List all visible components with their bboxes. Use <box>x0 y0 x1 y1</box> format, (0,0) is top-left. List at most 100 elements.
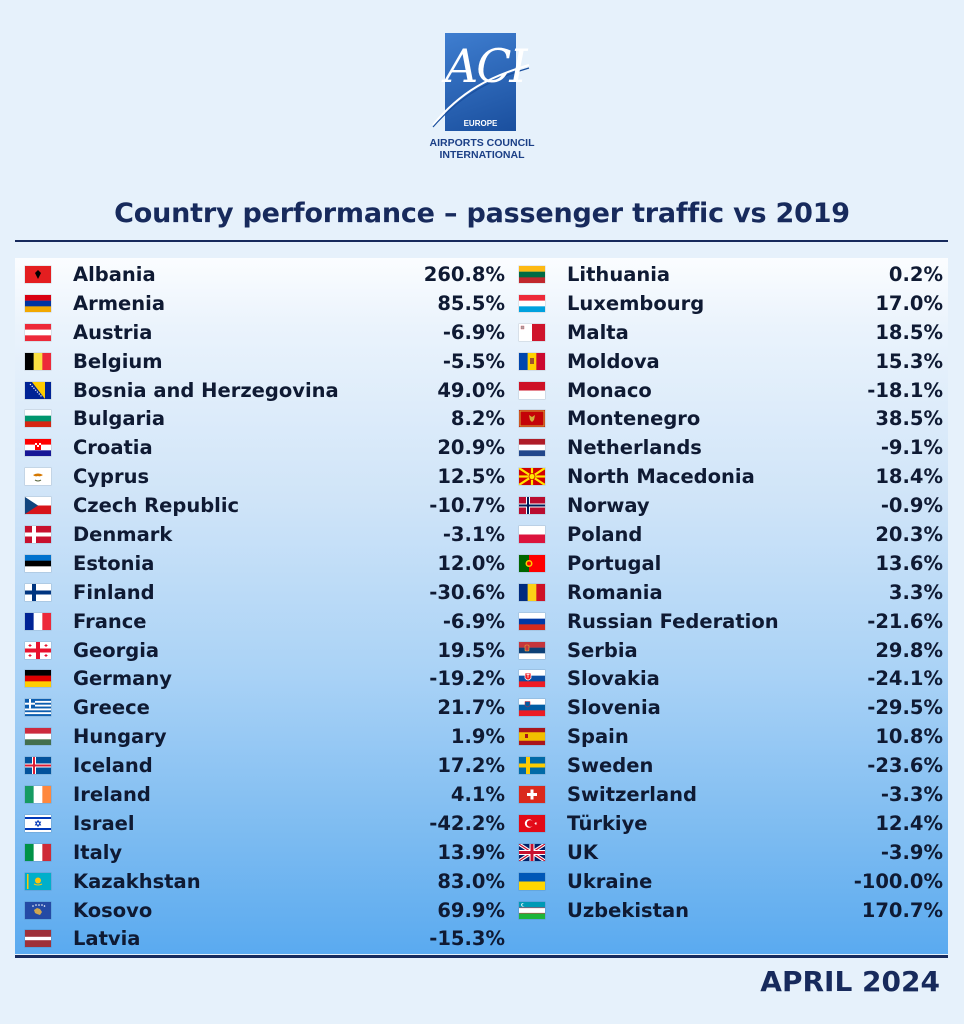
country-name: Greece <box>73 696 150 720</box>
traffic-change-value: -15.3% <box>429 927 505 951</box>
country-name: Romania <box>567 580 663 604</box>
monaco-flag-icon <box>519 381 545 399</box>
right-country-list: Lithuania 0.2% Luxembourg 17.0% Malta 18.5% Mo… <box>519 260 943 924</box>
country-name: Uzbekistan <box>567 898 689 922</box>
country-name: Moldova <box>567 349 660 373</box>
country-name: Belgium <box>73 349 163 373</box>
traffic-change-value: 15.3% <box>875 349 943 373</box>
list-item: UK -3.9% <box>519 838 943 867</box>
germany-flag-icon <box>25 670 51 688</box>
page-title: Country performance – passenger traffic … <box>114 198 850 229</box>
list-item: Israel -42.2% <box>25 809 505 838</box>
logo-box <box>445 33 516 131</box>
north-macedonia-flag-icon <box>519 468 545 486</box>
country-name: Georgia <box>73 638 160 662</box>
traffic-change-value: 29.8% <box>875 638 943 662</box>
list-item: Italy 13.9% <box>25 838 505 867</box>
traffic-change-value: 20.3% <box>875 522 943 546</box>
list-item: Hungary 1.9% <box>25 722 505 751</box>
country-name: Netherlands <box>567 436 702 460</box>
poland-flag-icon <box>519 525 545 543</box>
czech-flag-icon <box>25 497 51 515</box>
traffic-change-value: 69.9% <box>437 898 505 922</box>
country-name: Montenegro <box>567 407 701 431</box>
armenia-flag-icon <box>25 294 51 312</box>
report-date: APRIL 2024 <box>760 965 940 998</box>
list-item: Sweden -23.6% <box>519 751 943 780</box>
country-name: Spain <box>567 725 629 749</box>
traffic-change-value: 12.0% <box>437 551 505 575</box>
traffic-change-value: 170.7% <box>861 898 943 922</box>
kazakhstan-flag-icon <box>25 872 51 890</box>
table-background-panel <box>15 258 948 954</box>
sweden-flag-icon <box>519 757 545 775</box>
country-name: Hungary <box>73 725 167 749</box>
traffic-change-value: -19.2% <box>429 667 505 691</box>
list-item: Romania 3.3% <box>519 578 943 607</box>
list-item: Finland -30.6% <box>25 578 505 607</box>
list-item: Ireland 4.1% <box>25 780 505 809</box>
aci-europe-logo: ACI EUROPE AIRPORTS COUNCIL INTERNATIONA… <box>430 33 535 168</box>
traffic-change-value: -3.9% <box>880 840 943 864</box>
traffic-change-value: -29.5% <box>867 696 943 720</box>
list-item: Switzerland -3.3% <box>519 780 943 809</box>
russia-flag-icon <box>519 612 545 630</box>
list-item: Montenegro 38.5% <box>519 404 943 433</box>
greece-flag-icon <box>25 699 51 717</box>
list-item: Netherlands -9.1% <box>519 433 943 462</box>
malta-flag-icon <box>519 323 545 341</box>
traffic-change-value: 18.5% <box>875 320 943 344</box>
traffic-change-value: -100.0% <box>853 869 943 893</box>
iceland-flag-icon <box>25 757 51 775</box>
traffic-change-value: 17.0% <box>875 291 943 315</box>
country-name: Finland <box>73 580 155 604</box>
uk-flag-icon <box>519 843 545 861</box>
list-item: Monaco -18.1% <box>519 376 943 405</box>
list-item: Slovakia -24.1% <box>519 664 943 693</box>
country-name: Armenia <box>73 291 165 315</box>
ukraine-flag-icon <box>519 872 545 890</box>
list-item: Greece 21.7% <box>25 693 505 722</box>
traffic-change-value: 38.5% <box>875 407 943 431</box>
title-divider <box>15 240 948 242</box>
list-item: Estonia 12.0% <box>25 549 505 578</box>
traffic-change-value: 17.2% <box>437 754 505 778</box>
country-name: Ireland <box>73 782 151 806</box>
country-name: Denmark <box>73 522 173 546</box>
traffic-change-value: -10.7% <box>429 494 505 518</box>
country-name: Iceland <box>73 754 153 778</box>
country-name: Czech Republic <box>73 494 240 518</box>
france-flag-icon <box>25 612 51 630</box>
croatia-flag-icon <box>25 439 51 457</box>
slovenia-flag-icon <box>519 699 545 717</box>
traffic-change-value: 21.7% <box>437 696 505 720</box>
traffic-change-value: 83.0% <box>437 869 505 893</box>
country-name: Estonia <box>73 551 155 575</box>
traffic-change-value: -21.6% <box>867 609 943 633</box>
traffic-change-value: -3.1% <box>442 522 505 546</box>
list-item: Luxembourg 17.0% <box>519 289 943 318</box>
latvia-flag-icon <box>25 930 51 948</box>
country-name: Germany <box>73 667 172 691</box>
list-item: North Macedonia 18.4% <box>519 462 943 491</box>
bottom-divider <box>15 955 948 958</box>
country-name: Italy <box>73 840 123 864</box>
traffic-change-value: 49.0% <box>437 378 505 402</box>
traffic-change-value: 12.5% <box>437 465 505 489</box>
romania-flag-icon <box>519 583 545 601</box>
list-item: Portugal 13.6% <box>519 549 943 578</box>
list-item: Ukraine -100.0% <box>519 867 943 896</box>
israel-flag-icon <box>25 814 51 832</box>
list-item: Spain 10.8% <box>519 722 943 751</box>
traffic-change-value: 12.4% <box>875 811 943 835</box>
list-item: Czech Republic -10.7% <box>25 491 505 520</box>
list-item: Kosovo 69.9% <box>25 896 505 925</box>
albania-flag-icon <box>25 265 51 283</box>
country-name: Luxembourg <box>567 291 705 315</box>
traffic-change-value: 4.1% <box>450 782 505 806</box>
traffic-change-value: -6.9% <box>442 320 505 344</box>
traffic-change-value: -30.6% <box>429 580 505 604</box>
luxembourg-flag-icon <box>519 294 545 312</box>
list-item: Serbia 29.8% <box>519 636 943 665</box>
traffic-change-value: 19.5% <box>437 638 505 662</box>
